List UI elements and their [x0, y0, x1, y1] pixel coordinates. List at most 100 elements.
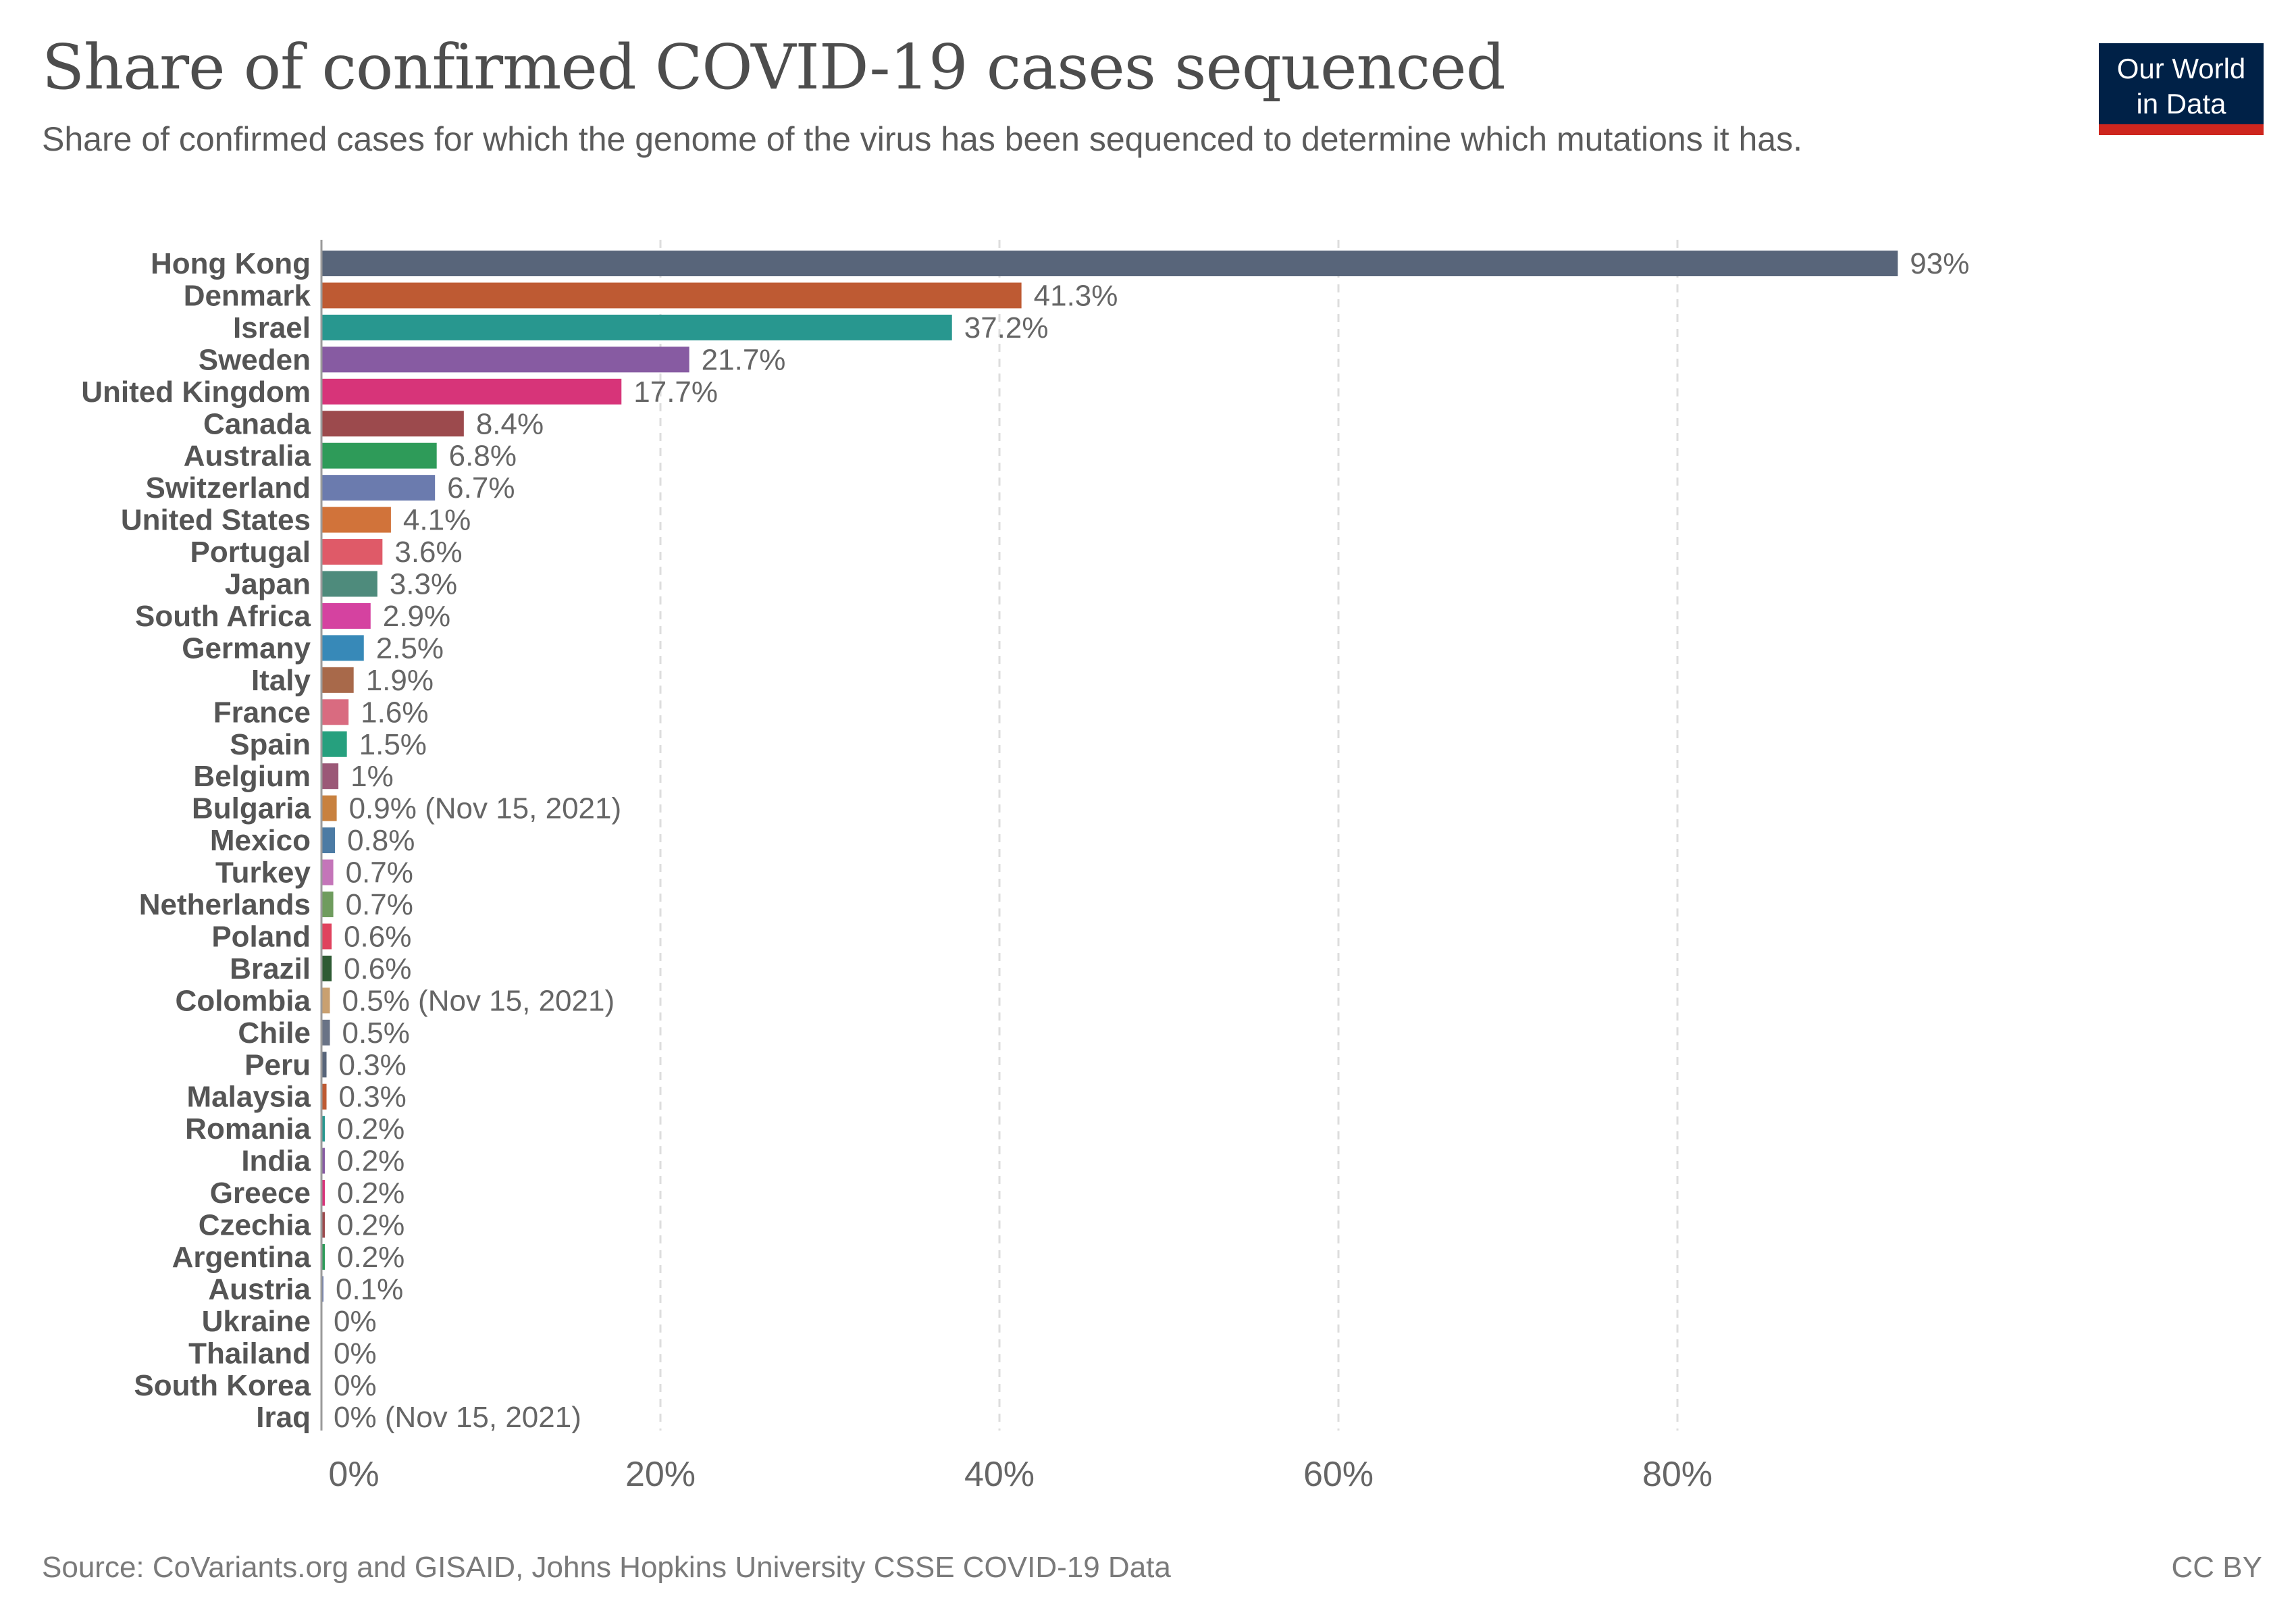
x-tick-label: 60% — [1303, 1455, 1374, 1494]
x-tick-label: 20% — [625, 1455, 696, 1494]
category-label: Argentina — [172, 1241, 311, 1274]
category-label: Spain — [230, 728, 311, 761]
data-label: 3.6% — [394, 536, 462, 569]
x-tick-label: 0% — [328, 1455, 379, 1494]
category-label: Malaysia — [187, 1081, 311, 1114]
category-label: Portugal — [190, 536, 311, 569]
data-label: 0.5% — [342, 1017, 410, 1050]
data-label: 0% — [334, 1337, 377, 1370]
category-label: Hong Kong — [151, 247, 311, 280]
category-label: United States — [121, 504, 311, 537]
category-label: Sweden — [199, 343, 311, 376]
data-label: 3.3% — [390, 568, 457, 601]
bar[interactable] — [321, 827, 336, 854]
bar[interactable] — [321, 346, 689, 373]
category-label: Japan — [225, 568, 311, 601]
category-label: Romania — [185, 1112, 311, 1146]
data-label: 0.7% — [346, 888, 413, 921]
data-label: 0.8% — [347, 824, 415, 857]
category-label: Iraq — [256, 1401, 311, 1434]
data-label: 0.2% — [337, 1241, 405, 1274]
gridlines — [659, 240, 1679, 1431]
category-label: Netherlands — [139, 888, 311, 921]
data-label: 21.7% — [702, 343, 786, 376]
category-label: Belgium — [193, 760, 311, 793]
category-label: Denmark — [184, 279, 311, 312]
bar[interactable] — [321, 1116, 325, 1142]
bar[interactable] — [321, 1180, 325, 1206]
category-label: South Africa — [135, 600, 311, 633]
chart-title: Share of confirmed COVID-19 cases sequen… — [42, 31, 1506, 103]
bar[interactable] — [321, 1243, 325, 1270]
bar[interactable] — [321, 667, 354, 693]
data-label: 2.9% — [383, 600, 450, 633]
bar[interactable] — [321, 955, 332, 981]
data-label: 1.5% — [359, 728, 427, 761]
bar[interactable] — [321, 987, 330, 1014]
bar[interactable] — [321, 507, 391, 533]
bar[interactable] — [321, 859, 334, 885]
bar[interactable] — [321, 1083, 327, 1110]
bar[interactable] — [321, 731, 347, 757]
data-label: 17.7% — [633, 376, 718, 409]
data-label: 0.2% — [337, 1209, 405, 1242]
bar-chart: 0% 20% 40% 60% 80% Hong KongDenmarkIsraelSwe… — [81, 240, 1969, 1494]
bar[interactable] — [321, 1019, 330, 1046]
source-note[interactable]: Source: CoVariants.org and GISAID, Johns… — [42, 1551, 1171, 1584]
value-labels: 93%41.3%37.2%21.7%17.7%8.4%6.8%6.7%4.1%3… — [334, 247, 1969, 1434]
data-label: 2.5% — [376, 632, 444, 665]
data-label: 0.1% — [336, 1272, 403, 1306]
data-label: 1.6% — [361, 696, 428, 729]
category-label: France — [213, 696, 311, 729]
data-label: 0% (Nov 15, 2021) — [334, 1401, 581, 1434]
data-label: 6.8% — [449, 440, 517, 473]
category-label: United Kingdom — [81, 376, 311, 409]
bar[interactable] — [321, 923, 332, 950]
data-label: 0.2% — [337, 1112, 405, 1146]
data-label: 0% — [334, 1305, 377, 1338]
category-label: Greece — [210, 1177, 311, 1210]
category-label: Poland — [211, 920, 311, 953]
data-label: 1% — [350, 760, 394, 793]
bar[interactable] — [321, 699, 349, 725]
category-label: Australia — [184, 440, 311, 473]
chart-subtitle: Share of confirmed cases for which the g… — [42, 120, 1803, 158]
data-label: 0.5% (Nov 15, 2021) — [342, 984, 615, 1017]
data-label: 4.1% — [403, 504, 471, 537]
category-label: Chile — [238, 1017, 311, 1050]
bar[interactable] — [321, 282, 1022, 309]
bar[interactable] — [321, 571, 377, 597]
category-label: South Korea — [134, 1369, 311, 1402]
category-label: Switzerland — [146, 471, 311, 505]
data-label: 0.3% — [339, 1048, 407, 1081]
bar[interactable] — [321, 1212, 325, 1238]
bar[interactable] — [321, 378, 622, 405]
bar[interactable] — [321, 411, 464, 437]
bar[interactable] — [321, 314, 952, 340]
category-label: Thailand — [188, 1337, 311, 1370]
owid-logo[interactable]: Our World in Data — [2099, 43, 2264, 135]
bar[interactable] — [321, 251, 1898, 276]
category-label: Czechia — [199, 1209, 311, 1242]
bar[interactable] — [321, 795, 337, 821]
bar[interactable] — [321, 763, 339, 790]
data-label: 0.9% (Nov 15, 2021) — [349, 792, 622, 825]
license-link[interactable]: CC BY — [2171, 1551, 2262, 1584]
bar[interactable] — [321, 635, 364, 661]
bar[interactable] — [321, 602, 371, 629]
data-label: 0.6% — [344, 952, 411, 985]
x-tick-label: 40% — [964, 1455, 1035, 1494]
bar[interactable] — [321, 539, 383, 565]
data-label: 0.7% — [346, 856, 413, 890]
data-label: 1.9% — [366, 664, 434, 697]
data-label: 41.3% — [1034, 279, 1118, 312]
bar[interactable] — [321, 475, 436, 501]
bar[interactable] — [321, 1148, 325, 1174]
bar[interactable] — [321, 1052, 327, 1078]
category-label: Israel — [233, 311, 311, 344]
category-label: Turkey — [215, 856, 311, 890]
data-label: 0.2% — [337, 1145, 405, 1178]
bar[interactable] — [321, 442, 437, 469]
bar[interactable] — [321, 892, 334, 917]
